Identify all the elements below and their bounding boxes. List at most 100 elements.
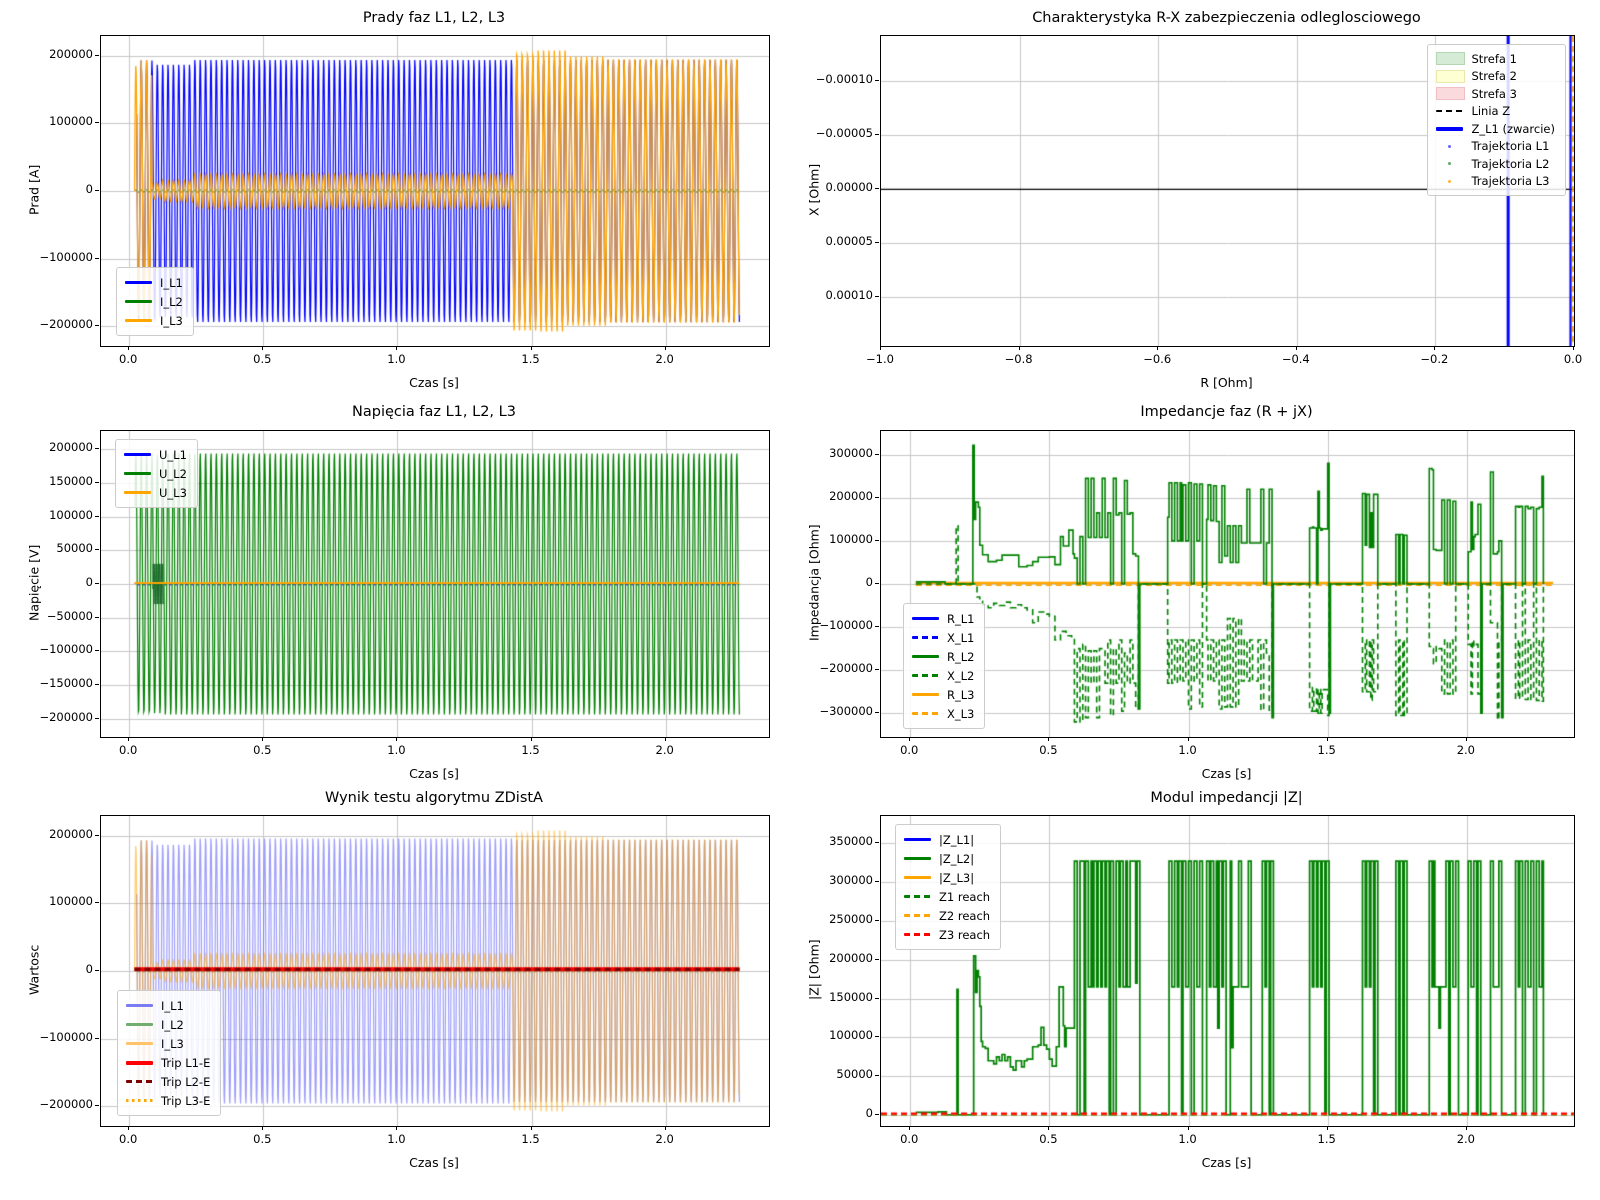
legend-label: Z3 reach <box>939 927 991 942</box>
x-tick-mark <box>396 737 398 741</box>
x-tick-label: 0.5 <box>253 743 272 757</box>
legend-label: X_L1 <box>947 630 975 645</box>
legend-entry: Trajektoria L1 <box>1436 138 1555 156</box>
y-tick-mark <box>875 1114 879 1116</box>
x-tick-label: 1.5 <box>1317 1132 1336 1146</box>
x-tick-mark <box>1187 737 1189 741</box>
y-tick-mark <box>95 448 99 450</box>
y-tick-mark <box>95 902 99 904</box>
x-tick-label: −0.4 <box>1281 352 1310 366</box>
y-tick-mark <box>95 650 99 652</box>
x-axis-label: R [Ohm] <box>1200 375 1253 390</box>
x-axis-label: Czas [s] <box>1201 1155 1252 1170</box>
y-tick-mark <box>875 453 879 455</box>
x-tick-label: 1.5 <box>521 352 540 366</box>
legend-label: |Z_L3| <box>939 870 975 885</box>
plot-canvas <box>101 431 769 737</box>
legend-entry: Strefa 2 <box>1436 68 1555 86</box>
y-tick-mark <box>875 626 879 628</box>
y-tick-label: −150000 <box>39 676 93 691</box>
y-tick-label: −100000 <box>39 1029 93 1044</box>
legend-entry: I_L3 <box>125 311 183 330</box>
legend-entry: |Z_L2| <box>904 849 990 868</box>
legend-entry: I_L2 <box>126 1015 210 1034</box>
y-tick-label: 0 <box>85 575 93 589</box>
legend-line-swatch <box>124 453 151 456</box>
y-tick-mark <box>95 834 99 836</box>
legend-line-swatch <box>912 617 939 620</box>
y-tick-label: −0.00005 <box>815 126 873 141</box>
x-tick-label: 0.0 <box>119 352 138 366</box>
legend-label: R_L3 <box>947 687 975 702</box>
legend-line-swatch <box>126 1023 153 1026</box>
figure-rx-characteristic: Charakterystyka R-X zabezpieczenia odleg… <box>800 0 1600 392</box>
y-tick-label: 100000 <box>49 507 93 522</box>
legend-line-swatch <box>912 712 939 715</box>
legend-line-swatch <box>904 838 931 841</box>
y-tick-mark <box>95 717 99 719</box>
legend-entry: Z_L1 (zwarcie) <box>1436 120 1555 138</box>
legend-line-swatch <box>126 1004 153 1007</box>
x-tick-mark <box>909 737 911 741</box>
plot-area: I_L1 I_L2 I_L3 <box>100 35 770 347</box>
legend-label: Trip L1-E <box>161 1055 211 1070</box>
y-tick-label: −200000 <box>819 661 873 676</box>
y-tick-mark <box>875 296 879 298</box>
legend-line-swatch <box>125 300 152 303</box>
x-tick-mark <box>262 737 264 741</box>
y-tick-mark <box>95 684 99 686</box>
y-tick-mark <box>875 188 879 190</box>
legend-entry: R_L1 <box>912 609 974 628</box>
figure-phase-currents: Prady faz L1, L2, L3 Prad [A] I_L1 I_L2 I_… <box>0 0 800 392</box>
legend-line-swatch <box>1436 126 1464 131</box>
legend-label: R_L2 <box>947 649 975 664</box>
x-axis-label: Czas [s] <box>409 375 459 390</box>
plot-canvas <box>881 431 1574 737</box>
legend-label: Strefa 3 <box>1471 86 1517 101</box>
y-tick-mark <box>875 1075 879 1077</box>
x-axis-label: Czas [s] <box>409 1155 459 1170</box>
legend-label: |Z_L2| <box>939 851 975 866</box>
legend-line-swatch <box>126 1042 153 1045</box>
x-tick-label: 0.5 <box>1039 743 1058 757</box>
y-tick-mark <box>95 122 99 124</box>
legend-line-swatch <box>904 933 931 936</box>
plot-area: |Z_L1| |Z_L2| |Z_L3| Z1 reach Z2 reach Z3 rea… <box>880 815 1575 1127</box>
legend-line-swatch <box>126 1079 153 1084</box>
legend-entry: Trip L1-E <box>126 1053 210 1072</box>
y-tick-label: 100000 <box>49 894 93 909</box>
x-tick-label: 1.5 <box>521 743 540 757</box>
legend-label: Strefa 2 <box>1471 69 1517 84</box>
y-tick-mark <box>875 496 879 498</box>
legend-line-swatch <box>912 655 939 658</box>
legend-entry: R_L2 <box>912 647 974 666</box>
x-tick-mark <box>530 1126 532 1130</box>
x-tick-mark <box>128 737 130 741</box>
legend-line-swatch <box>904 857 931 860</box>
plot-canvas <box>101 36 769 346</box>
y-tick-label: 50000 <box>836 1067 873 1082</box>
legend-label: Strefa 1 <box>1471 51 1517 66</box>
y-tick-mark <box>95 583 99 584</box>
y-tick-label: 200000 <box>829 950 873 965</box>
x-tick-label: −1.0 <box>866 352 894 366</box>
y-tick-label: −300000 <box>819 704 873 719</box>
x-tick-mark <box>664 346 666 350</box>
x-tick-label: 2.0 <box>655 352 674 366</box>
legend-entry: |Z_L1| <box>904 830 990 849</box>
legend-label: Trip L3-E <box>161 1093 211 1108</box>
legend-entry: X_L1 <box>912 628 974 647</box>
legend-label: Trajektoria L1 <box>1471 139 1550 154</box>
plot-title: Wynik testu algorytmu ZDistA <box>325 790 543 806</box>
y-tick-label: −0.00010 <box>815 72 873 87</box>
y-tick-mark <box>95 970 99 971</box>
legend-patch-swatch <box>1436 52 1466 66</box>
y-tick-mark <box>875 583 879 584</box>
y-tick-mark <box>95 325 99 327</box>
x-tick-mark <box>1157 346 1159 350</box>
legend-label: I_L1 <box>160 275 183 290</box>
x-tick-mark <box>664 1126 666 1130</box>
figure-phase-impedances: Impedancje faz (R + jX) Impedancja [Ohm]… <box>800 392 1600 784</box>
legend-label: I_L3 <box>160 313 183 328</box>
y-tick-label: 0.00000 <box>825 180 873 195</box>
